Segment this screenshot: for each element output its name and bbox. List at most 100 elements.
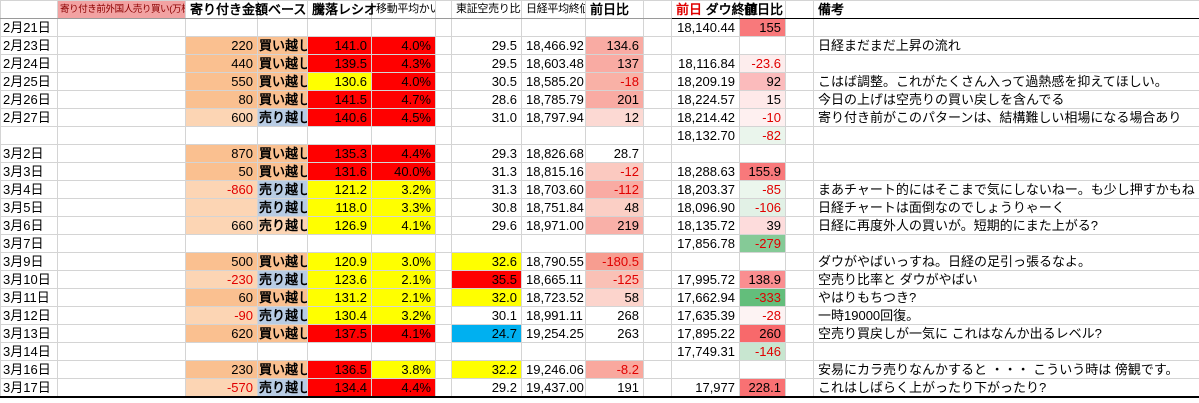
gap-cell[interactable] bbox=[435, 198, 452, 217]
foreign-trade-cell[interactable]: 870 bbox=[185, 144, 258, 163]
amount-base-cell[interactable]: 売り越し bbox=[257, 378, 308, 398]
remark-cell[interactable]: これはしばらく上がったり下がったり? bbox=[813, 378, 1199, 398]
nikkei-change-cell[interactable]: 134.6 bbox=[585, 36, 644, 55]
gap-cell[interactable] bbox=[435, 270, 452, 289]
foreign-trade-cell[interactable]: 660 bbox=[185, 216, 258, 235]
empty-cell[interactable] bbox=[57, 126, 186, 145]
gap-cell[interactable] bbox=[785, 216, 814, 235]
gap-cell[interactable] bbox=[435, 162, 452, 181]
nikkei-change-cell[interactable]: 58 bbox=[585, 288, 644, 307]
foreign-trade-cell[interactable] bbox=[185, 198, 258, 217]
date-cell[interactable]: 3月4日 bbox=[0, 180, 58, 199]
remark-cell[interactable] bbox=[813, 144, 1199, 163]
gap-cell[interactable] bbox=[785, 342, 814, 361]
dow-change-cell[interactable]: -333 bbox=[739, 288, 786, 307]
short-sell-ratio-cell[interactable]: 35.5 bbox=[451, 270, 522, 289]
gap-cell[interactable] bbox=[785, 54, 814, 73]
gap-cell[interactable] bbox=[643, 162, 672, 181]
nikkei-close-cell[interactable]: 19,254.25 bbox=[521, 324, 586, 343]
ma-deviation-cell[interactable]: 4.7% bbox=[371, 90, 436, 109]
dow-close-cell[interactable]: 17,749.31 bbox=[671, 342, 740, 361]
header-foreign-trade[interactable]: 寄り付き前外国人売り買い(万株) bbox=[57, 0, 186, 19]
ma-deviation-cell[interactable]: 4.4% bbox=[371, 378, 436, 398]
dow-close-cell[interactable] bbox=[671, 36, 740, 55]
foreign-trade-cell[interactable]: -90 bbox=[185, 306, 258, 325]
ma-deviation-cell[interactable]: 2.1% bbox=[371, 288, 436, 307]
nikkei-change-cell[interactable]: -180.5 bbox=[585, 252, 644, 271]
date-cell[interactable]: 2月21日 bbox=[0, 18, 58, 37]
remark-cell[interactable] bbox=[813, 126, 1199, 145]
nikkei-change-cell[interactable]: 268 bbox=[585, 306, 644, 325]
amount-base-cell[interactable] bbox=[257, 234, 308, 253]
nikkei-change-cell[interactable] bbox=[585, 234, 644, 253]
dow-change-cell[interactable]: 39 bbox=[739, 216, 786, 235]
dow-close-cell[interactable]: 18,140.44 bbox=[671, 18, 740, 37]
header-ma-deviation[interactable]: 移動平均かい離 bbox=[371, 0, 436, 19]
nikkei-close-cell[interactable]: 18,585.20 bbox=[521, 72, 586, 91]
gap-cell[interactable] bbox=[435, 90, 452, 109]
short-sell-ratio-cell[interactable] bbox=[451, 18, 522, 37]
gap-cell[interactable] bbox=[785, 324, 814, 343]
date-cell[interactable]: 2月27日 bbox=[0, 108, 58, 127]
empty-cell[interactable] bbox=[57, 342, 186, 361]
dow-change-cell[interactable]: 260 bbox=[739, 324, 786, 343]
date-cell[interactable]: 2月26日 bbox=[0, 90, 58, 109]
dow-close-cell[interactable]: 18,288.63 bbox=[671, 162, 740, 181]
short-sell-ratio-cell[interactable]: 32.2 bbox=[451, 360, 522, 379]
dow-change-cell[interactable]: 155 bbox=[739, 18, 786, 37]
toraku-ratio-cell[interactable]: 139.5 bbox=[307, 54, 372, 73]
gap-cell[interactable] bbox=[435, 54, 452, 73]
gap-cell[interactable] bbox=[785, 90, 814, 109]
gap-cell[interactable] bbox=[785, 360, 814, 379]
ma-deviation-cell[interactable] bbox=[371, 342, 436, 361]
foreign-trade-cell[interactable] bbox=[185, 18, 258, 37]
amount-base-cell[interactable]: 買い越し bbox=[257, 162, 308, 181]
gap-cell[interactable] bbox=[643, 54, 672, 73]
ma-deviation-cell[interactable]: 4.0% bbox=[371, 72, 436, 91]
dow-change-cell[interactable]: -10 bbox=[739, 108, 786, 127]
empty-cell[interactable] bbox=[57, 252, 186, 271]
gap-cell[interactable] bbox=[435, 252, 452, 271]
ma-deviation-cell[interactable]: 40.0% bbox=[371, 162, 436, 181]
gap-cell[interactable] bbox=[435, 378, 452, 398]
nikkei-change-cell[interactable] bbox=[585, 342, 644, 361]
gap-cell[interactable] bbox=[643, 72, 672, 91]
empty-cell[interactable] bbox=[57, 90, 186, 109]
ma-deviation-cell[interactable] bbox=[371, 18, 436, 37]
dow-change-cell[interactable]: -23.6 bbox=[739, 54, 786, 73]
short-sell-ratio-cell[interactable]: 29.5 bbox=[451, 36, 522, 55]
short-sell-ratio-cell[interactable]: 29.2 bbox=[451, 378, 522, 398]
ma-deviation-cell[interactable]: 2.1% bbox=[371, 270, 436, 289]
remark-cell[interactable]: ダウがやばいっすね。日経の足引っ張るなよ。 bbox=[813, 252, 1199, 271]
short-sell-ratio-cell[interactable] bbox=[451, 126, 522, 145]
nikkei-close-cell[interactable]: 18,751.84 bbox=[521, 198, 586, 217]
toraku-ratio-cell[interactable]: 126.9 bbox=[307, 216, 372, 235]
remark-cell[interactable]: 安易にカラ売りなんかすると ・・・ こういう時は 傍観です。 bbox=[813, 360, 1199, 379]
foreign-trade-cell[interactable]: 80 bbox=[185, 90, 258, 109]
remark-cell[interactable]: 今日の上げは空売りの買い戻しを含んでる bbox=[813, 90, 1199, 109]
empty-cell[interactable] bbox=[57, 216, 186, 235]
gap-cell[interactable] bbox=[435, 72, 452, 91]
gap-cell[interactable] bbox=[435, 180, 452, 199]
short-sell-ratio-cell[interactable]: 29.3 bbox=[451, 144, 522, 163]
amount-base-cell[interactable]: 売り越し bbox=[257, 306, 308, 325]
short-sell-ratio-cell[interactable]: 28.6 bbox=[451, 90, 522, 109]
dow-close-cell[interactable] bbox=[671, 360, 740, 379]
toraku-ratio-cell[interactable]: 134.4 bbox=[307, 378, 372, 398]
gap-cell[interactable] bbox=[785, 72, 814, 91]
dow-change-cell[interactable]: -28 bbox=[739, 306, 786, 325]
dow-close-cell[interactable]: 18,209.19 bbox=[671, 72, 740, 91]
nikkei-close-cell[interactable]: 18,991.11 bbox=[521, 306, 586, 325]
amount-base-cell[interactable]: 買い越し bbox=[257, 144, 308, 163]
gap-cell[interactable] bbox=[643, 180, 672, 199]
amount-base-cell[interactable]: 買い越し bbox=[257, 72, 308, 91]
gap-cell[interactable] bbox=[785, 288, 814, 307]
remark-cell[interactable]: やはりもちつき? bbox=[813, 288, 1199, 307]
remark-cell[interactable] bbox=[813, 18, 1199, 37]
nikkei-close-cell[interactable]: 18,723.52 bbox=[521, 288, 586, 307]
toraku-ratio-cell[interactable]: 137.5 bbox=[307, 324, 372, 343]
empty-cell[interactable] bbox=[57, 234, 186, 253]
short-sell-ratio-cell[interactable]: 30.8 bbox=[451, 198, 522, 217]
nikkei-change-cell[interactable]: -12 bbox=[585, 162, 644, 181]
amount-base-cell[interactable]: 売り越し bbox=[257, 108, 308, 127]
